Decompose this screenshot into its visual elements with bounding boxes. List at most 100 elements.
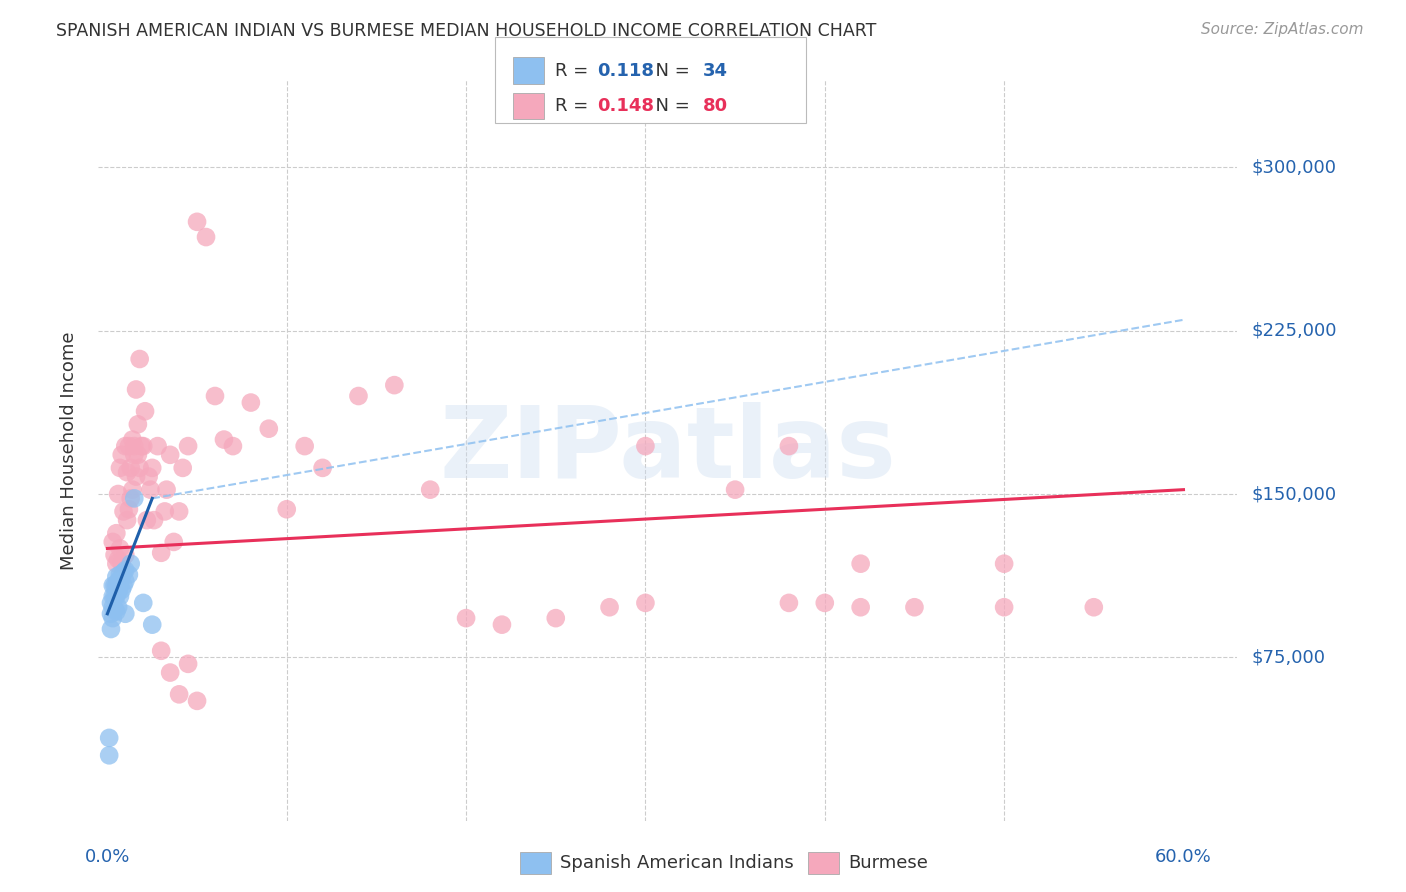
Point — [814, 596, 837, 610]
Point — [114, 548, 136, 562]
Point — [112, 566, 135, 580]
Point — [101, 578, 124, 592]
Point — [108, 590, 131, 604]
Point — [212, 433, 235, 447]
Point — [111, 448, 134, 462]
Text: 34: 34 — [703, 62, 728, 79]
Point — [112, 504, 135, 518]
Point — [257, 422, 280, 436]
Point — [139, 483, 162, 497]
Point — [177, 439, 200, 453]
Point — [167, 504, 190, 518]
Text: $300,000: $300,000 — [1251, 159, 1336, 177]
Point — [159, 665, 181, 680]
Point — [993, 557, 1015, 571]
Point — [186, 694, 208, 708]
Point — [491, 617, 513, 632]
Point — [294, 439, 316, 453]
Point — [634, 439, 657, 453]
Point — [107, 552, 129, 566]
Point — [101, 611, 124, 625]
Point — [125, 383, 148, 397]
Point — [108, 578, 131, 592]
Point — [125, 469, 148, 483]
Point — [124, 448, 146, 462]
Point — [849, 600, 872, 615]
Text: ZIPatlas: ZIPatlas — [440, 402, 896, 499]
Point — [195, 230, 218, 244]
Point — [118, 439, 141, 453]
Point — [120, 557, 142, 571]
Point — [849, 557, 872, 571]
Point — [118, 567, 141, 582]
Point — [143, 513, 166, 527]
Point — [1083, 600, 1105, 615]
Point — [121, 483, 143, 497]
Point — [138, 469, 160, 483]
Point — [105, 570, 128, 584]
Point — [634, 596, 657, 610]
Point — [163, 535, 186, 549]
Point — [108, 567, 131, 582]
Point — [454, 611, 477, 625]
Text: Source: ZipAtlas.com: Source: ZipAtlas.com — [1201, 22, 1364, 37]
Point — [127, 448, 149, 462]
Point — [177, 657, 200, 671]
Point — [105, 605, 128, 619]
Point — [599, 600, 621, 615]
Point — [107, 487, 129, 501]
Point — [135, 513, 157, 527]
Text: $225,000: $225,000 — [1251, 322, 1337, 340]
Point — [98, 748, 121, 763]
Point — [204, 389, 226, 403]
Point — [118, 502, 141, 516]
Text: N =: N = — [644, 62, 696, 79]
Text: SPANISH AMERICAN INDIAN VS BURMESE MEDIAN HOUSEHOLD INCOME CORRELATION CHART: SPANISH AMERICAN INDIAN VS BURMESE MEDIA… — [56, 22, 876, 40]
Point — [114, 439, 136, 453]
Text: 80: 80 — [703, 97, 728, 115]
Point — [115, 465, 138, 479]
Point — [124, 491, 146, 506]
Point — [120, 491, 142, 506]
Point — [186, 215, 208, 229]
Text: R =: R = — [555, 62, 595, 79]
Text: Burmese: Burmese — [848, 855, 928, 872]
Point — [101, 535, 124, 549]
Point — [150, 546, 173, 560]
Point — [105, 526, 128, 541]
Text: N =: N = — [644, 97, 696, 115]
Point — [103, 578, 125, 592]
Point — [382, 378, 405, 392]
Point — [114, 574, 136, 588]
Point — [111, 557, 134, 571]
Point — [121, 433, 143, 447]
Point — [103, 548, 125, 562]
Point — [419, 483, 441, 497]
Point — [347, 389, 370, 403]
Point — [108, 541, 131, 556]
Point — [101, 590, 124, 604]
Point — [124, 439, 146, 453]
Text: $75,000: $75,000 — [1251, 648, 1326, 666]
Text: 0.0%: 0.0% — [84, 848, 131, 866]
Point — [114, 563, 136, 577]
Point — [100, 607, 122, 621]
Point — [159, 448, 181, 462]
Point — [108, 461, 131, 475]
Point — [167, 687, 190, 701]
Point — [115, 513, 138, 527]
Point — [100, 596, 122, 610]
Point — [544, 611, 567, 625]
Text: $150,000: $150,000 — [1251, 485, 1336, 503]
Point — [724, 483, 747, 497]
Point — [146, 439, 169, 453]
Point — [132, 439, 155, 453]
Point — [105, 578, 128, 592]
Point — [101, 600, 124, 615]
Point — [903, 600, 925, 615]
Text: 0.148: 0.148 — [598, 97, 655, 115]
Point — [153, 504, 176, 518]
Y-axis label: Median Household Income: Median Household Income — [59, 331, 77, 570]
Point — [778, 439, 800, 453]
Point — [141, 461, 163, 475]
